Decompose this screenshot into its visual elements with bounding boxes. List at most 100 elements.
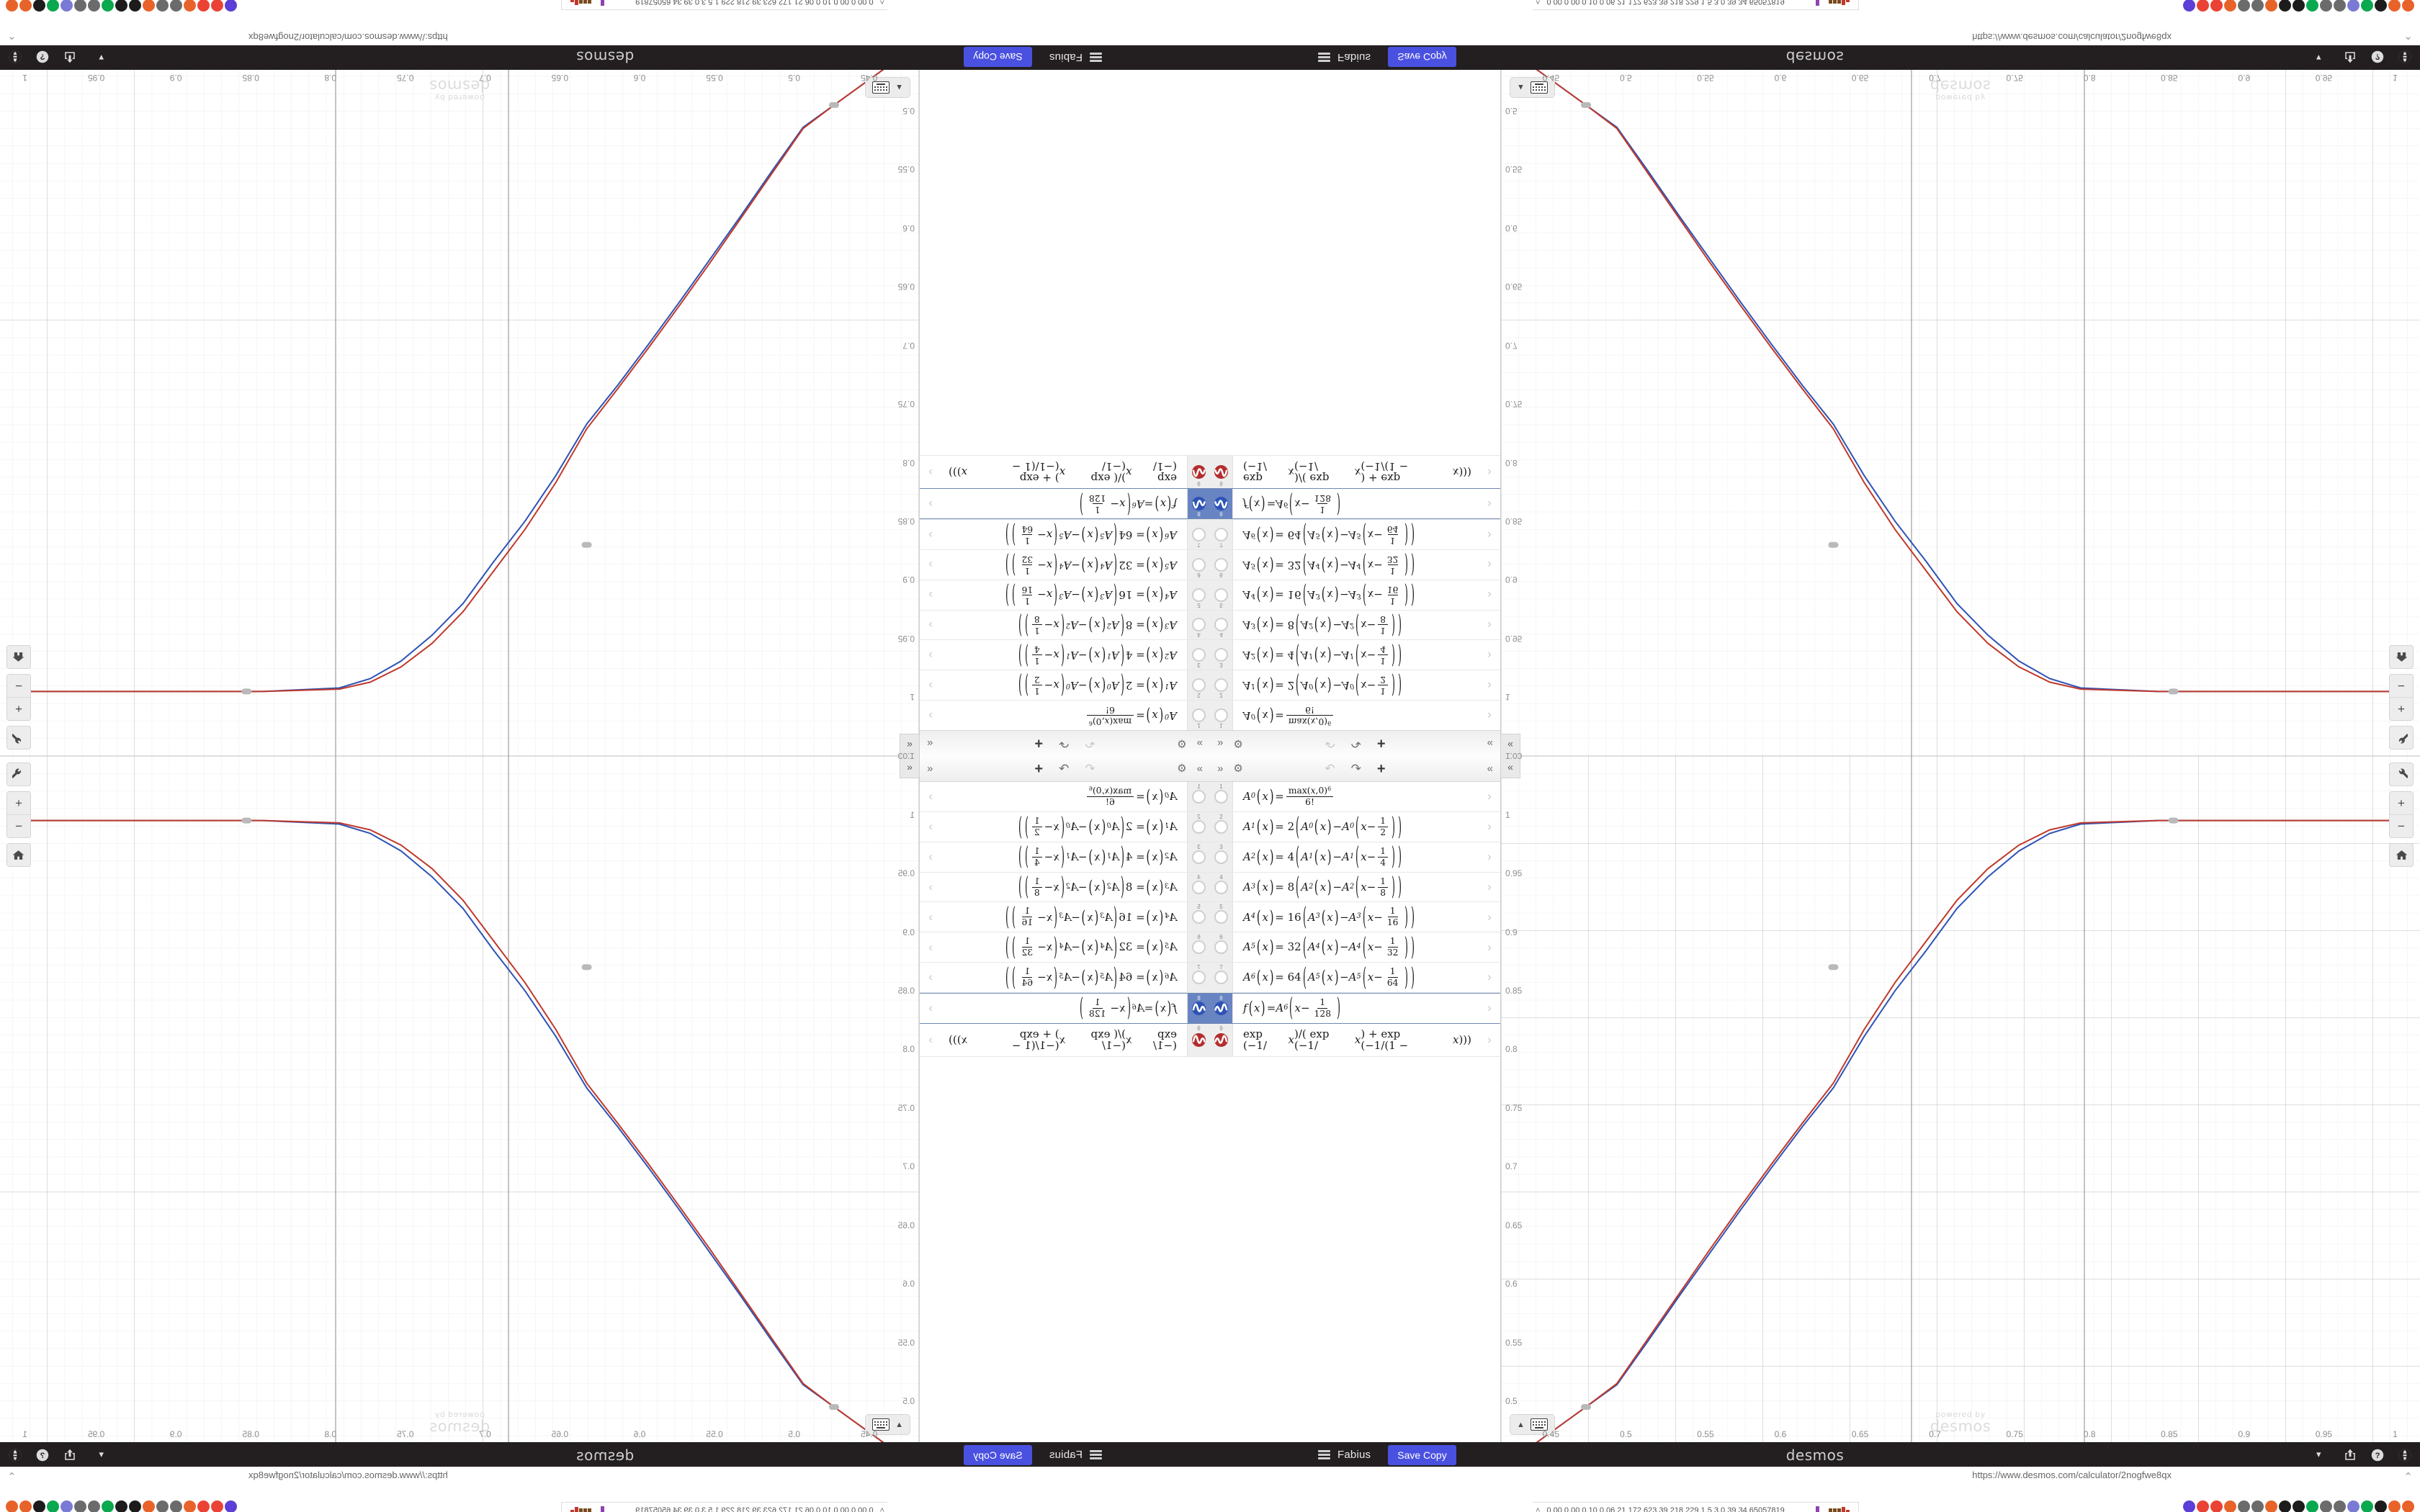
graph-drag-handle[interactable] xyxy=(828,102,839,108)
extension-icon-17[interactable] xyxy=(6,1500,18,1512)
extension-icon-17[interactable] xyxy=(2402,1500,2414,1512)
expression-math[interactable]: A 5(x) = 32(A 4(x) − A 4(x − 1 32)) xyxy=(1243,550,1415,580)
collapse-panel-icon[interactable]: « xyxy=(927,762,933,775)
expression-row[interactable]: 7 A 6(x) = 64(A 5(x) − A 5(x − 1 64)) › xyxy=(1210,519,1500,549)
hamburger-icon[interactable] xyxy=(1090,1450,1102,1459)
expression-row[interactable]: 2 A 1(x) = 2(A 0(x) − A 0(x − 1 2)) › xyxy=(1210,670,1500,700)
extension-icon-7[interactable] xyxy=(143,1500,155,1512)
expression-color-swatch[interactable] xyxy=(1192,1001,1206,1015)
extension-icon-15[interactable] xyxy=(33,1500,45,1512)
delete-expression-icon[interactable]: › xyxy=(1487,850,1492,864)
expression-row[interactable]: 8 f(x) = A 6(x − 1 128) › xyxy=(1210,488,1500,520)
save-copy-button[interactable]: Save Copy xyxy=(964,47,1032,68)
zoom-out-button[interactable]: − xyxy=(2390,814,2413,837)
delete-expression-icon[interactable]: › xyxy=(1487,678,1492,693)
expression-math[interactable]: A 1(x) = 2(A 0(x) − A 0(x − 1 2)) xyxy=(1243,670,1402,701)
expression-math[interactable]: A 4(x) = 16(A 3(x) − A 3(x − 1 16)) xyxy=(1243,580,1415,610)
delete-expression-icon[interactable]: › xyxy=(928,1032,933,1047)
expression-row[interactable]: 8 f(x) = A 6(x − 1 128) › xyxy=(920,992,1210,1024)
undo-icon[interactable]: ↶ xyxy=(1085,737,1095,751)
extension-icon-14[interactable] xyxy=(47,0,59,12)
expression-index-and-color[interactable]: 4 xyxy=(1187,872,1210,902)
expression-row[interactable]: 4 A 3(x) = 8(A 2(x) − A 2(x − 1 8)) › xyxy=(1210,872,1500,903)
expression-index-and-color[interactable]: 4 xyxy=(1210,872,1233,902)
expression-index-and-color[interactable]: 9 xyxy=(1187,456,1210,489)
expression-color-swatch[interactable] xyxy=(1214,1001,1228,1015)
delete-expression-icon[interactable]: › xyxy=(1487,558,1492,572)
expression-index-and-color[interactable]: 5 xyxy=(1210,580,1233,610)
wrench-icon[interactable] xyxy=(2389,726,2414,750)
expression-math[interactable]: A 3(x) = 8(A 2(x) − A 2(x − 1 8)) xyxy=(1243,611,1402,640)
undo-icon[interactable]: ↶ xyxy=(1325,761,1335,775)
delete-expression-icon[interactable]: › xyxy=(1487,618,1492,632)
scroll-up-icon[interactable]: ⌃ xyxy=(7,29,17,41)
save-copy-button[interactable]: Save Copy xyxy=(964,1444,1032,1465)
expression-math[interactable]: f(x) = A 6(x − 1 128) xyxy=(1079,489,1177,519)
share-icon[interactable] xyxy=(63,1449,76,1462)
extension-icon-17[interactable] xyxy=(2402,0,2414,12)
extension-icon-4[interactable] xyxy=(184,0,196,12)
extension-icon-1[interactable] xyxy=(2183,0,2195,12)
extension-icon-15[interactable] xyxy=(33,0,45,12)
extension-icon-5[interactable] xyxy=(2238,0,2250,12)
graph-title[interactable]: Fabius xyxy=(1049,51,1083,63)
expression-index-and-color[interactable]: 5 xyxy=(1187,902,1210,932)
add-expression-icon[interactable]: + xyxy=(1034,760,1044,777)
expression-color-swatch[interactable] xyxy=(1192,708,1206,723)
add-expression-icon[interactable]: + xyxy=(1034,735,1044,752)
extension-icon-10[interactable] xyxy=(2306,1500,2318,1512)
expression-index-and-color[interactable]: 7 xyxy=(1187,963,1210,992)
expression-row[interactable]: 1 A 0(x) = max(x,0)6 6! › xyxy=(920,700,1210,730)
scroll-up-icon[interactable]: ⌃ xyxy=(7,1471,17,1483)
extension-icon-13[interactable] xyxy=(2347,0,2360,12)
expand-panel-icon[interactable]: » xyxy=(1217,762,1224,775)
delete-expression-icon[interactable]: › xyxy=(928,880,933,894)
expression-index-and-color[interactable]: 3 xyxy=(1187,640,1210,670)
expression-index-and-color[interactable]: 8 xyxy=(1210,993,1233,1023)
graph-pane[interactable]: « + − powered by xyxy=(1501,70,2420,756)
expression-math[interactable]: exp (−1/x)/( exp (−1/x) + exp (−1/(1 − x… xyxy=(949,1027,1177,1053)
account-globe-icon[interactable] xyxy=(9,1449,22,1462)
collapse-panel-icon[interactable]: « xyxy=(927,737,933,750)
extension-icon-7[interactable] xyxy=(2265,1500,2277,1512)
expression-row[interactable]: 5 A 4(x) = 16(A 3(x) − A 3(x − 1 16)) › xyxy=(920,902,1210,933)
wrench-icon[interactable] xyxy=(2389,762,2414,786)
expression-math[interactable]: A 3(x) = 8(A 2(x) − A 2(x − 1 8)) xyxy=(1018,872,1177,901)
expression-row[interactable]: 6 A 5(x) = 32(A 4(x) − A 4(x − 1 32)) › xyxy=(920,549,1210,580)
expression-math[interactable]: A 1(x) = 2(A 0(x) − A 0(x − 1 2)) xyxy=(1018,811,1177,842)
expression-math[interactable]: A 4(x) = 16(A 3(x) − A 3(x − 1 16)) xyxy=(1005,902,1177,932)
graph-title[interactable]: Fabius xyxy=(1049,1449,1083,1461)
expression-row[interactable]: 4 A 3(x) = 8(A 2(x) − A 2(x − 1 8)) › xyxy=(1210,609,1500,640)
expression-index-and-color[interactable]: 2 xyxy=(1187,811,1210,842)
expression-color-swatch[interactable] xyxy=(1192,618,1206,632)
expression-math[interactable]: A 6(x) = 64(A 5(x) − A 5(x − 1 64)) xyxy=(1005,520,1177,550)
expression-math[interactable]: A 4(x) = 16(A 3(x) − A 3(x − 1 16)) xyxy=(1005,580,1177,610)
extension-icon-8[interactable] xyxy=(129,1500,141,1512)
expression-color-swatch[interactable] xyxy=(1214,708,1228,723)
delete-expression-icon[interactable]: › xyxy=(1487,648,1492,662)
expression-math[interactable]: A 0(x) = max(x,0)6 6! xyxy=(941,782,1187,811)
extension-icon-16[interactable] xyxy=(19,0,32,12)
expression-index-and-color[interactable]: 6 xyxy=(1187,932,1210,963)
extension-icon-9[interactable] xyxy=(115,0,127,12)
extension-icon-13[interactable] xyxy=(2347,1500,2360,1512)
expression-math[interactable]: A 5(x) = 32(A 4(x) − A 4(x − 1 32)) xyxy=(1005,550,1177,580)
expression-index-and-color[interactable]: 7 xyxy=(1210,520,1233,549)
expression-color-swatch[interactable] xyxy=(1214,880,1228,894)
expression-color-swatch[interactable] xyxy=(1192,678,1206,693)
extension-icon-2[interactable] xyxy=(211,0,223,12)
collapse-panel-icon[interactable]: « xyxy=(1487,762,1493,775)
graph-drag-handle[interactable] xyxy=(1581,1404,1592,1410)
expression-index-and-color[interactable]: 1 xyxy=(1210,701,1233,730)
expression-row[interactable]: 3 A 2(x) = 4(A 1(x) − A 1(x − 1 4)) › xyxy=(1210,842,1500,873)
extension-icon-16[interactable] xyxy=(19,1500,32,1512)
extension-icon-8[interactable] xyxy=(2279,0,2291,12)
extension-icon-12[interactable] xyxy=(74,0,86,12)
expression-color-swatch[interactable] xyxy=(1192,850,1206,864)
scroll-up-icon[interactable]: ⌃ xyxy=(2403,29,2413,41)
expression-row[interactable]: 6 A 5(x) = 32(A 4(x) − A 4(x − 1 32)) › xyxy=(1210,549,1500,580)
extension-icon-10[interactable] xyxy=(102,1500,114,1512)
expression-math[interactable]: exp (−1/x)/( exp (−1/x) + exp (−1/(1 − x… xyxy=(949,459,1177,485)
expression-index-and-color[interactable]: 1 xyxy=(1210,782,1233,811)
delete-expression-icon[interactable]: › xyxy=(928,909,933,924)
